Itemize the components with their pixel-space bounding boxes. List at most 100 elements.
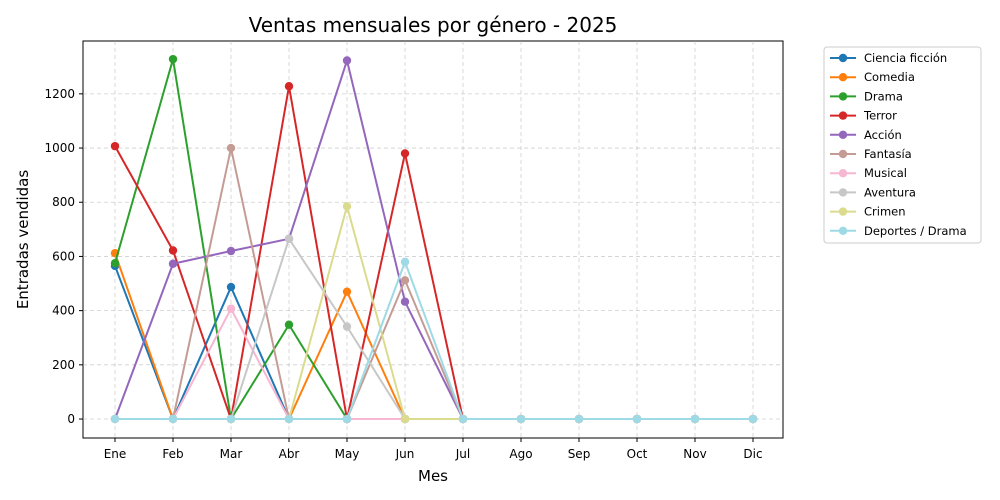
data-point — [342, 287, 352, 296]
legend-marker — [838, 207, 848, 216]
data-point — [168, 414, 178, 424]
legend-label: Deportes / Drama — [864, 224, 967, 238]
legend-label: Musical — [864, 166, 907, 180]
x-tick-label: Nov — [683, 447, 706, 461]
data-point — [284, 234, 294, 244]
legend-label: Drama — [864, 89, 903, 103]
series-9 — [110, 257, 758, 424]
x-tick-label: May — [335, 447, 360, 461]
data-point — [226, 143, 236, 153]
legend-item: Fantasía — [830, 147, 912, 161]
data-point — [458, 414, 468, 424]
x-tick-label: Dic — [743, 447, 762, 461]
data-point — [226, 246, 236, 256]
data-point — [748, 414, 758, 424]
legend-marker — [838, 188, 848, 197]
legend-item: Acción — [830, 128, 902, 142]
legend-marker — [838, 149, 848, 159]
legend-marker — [838, 111, 848, 120]
legend-marker — [838, 73, 848, 82]
x-tick-label: Jul — [455, 447, 470, 461]
series-line — [115, 307, 753, 421]
data-point — [400, 414, 410, 424]
legend-box — [823, 46, 982, 244]
y-tick-label: 600 — [52, 249, 75, 263]
legend-item: Deportes / Drama — [830, 224, 967, 238]
legend-item: Terror — [830, 109, 897, 123]
data-point — [110, 259, 120, 268]
data-point — [690, 414, 700, 424]
legend-item: Musical — [830, 166, 907, 180]
data-point — [284, 320, 294, 329]
legend: Ciencia ficción Comedia Drama Terror Acción F… — [823, 46, 982, 244]
x-tick-label: Ago — [509, 447, 532, 461]
data-point — [342, 322, 352, 331]
y-tick-label: 1000 — [44, 141, 75, 155]
chart-title: Ventas mensuales por género - 2025 — [249, 13, 618, 37]
legend-marker — [838, 169, 848, 178]
x-axis-title: Mes — [418, 467, 448, 485]
legend-item: Comedia — [830, 70, 915, 84]
data-point — [168, 246, 178, 255]
y-tick-label: 400 — [52, 304, 75, 318]
y-tick-label: 1200 — [44, 87, 75, 101]
x-tick-label: Ene — [104, 447, 127, 461]
legend-marker — [838, 226, 848, 235]
legend-item: Drama — [830, 89, 903, 103]
legend-marker — [838, 92, 848, 101]
y-axis-title: Entradas vendidas — [14, 170, 32, 310]
axis-ticks: Ene Feb Mar Abr May Jun Jul Ago Sep Oct Nov Dic 0 200… — [44, 87, 762, 461]
data-point — [400, 297, 410, 306]
data-point — [284, 414, 294, 424]
series-line — [114, 85, 753, 421]
data-point — [226, 282, 236, 292]
series-line — [115, 237, 753, 421]
data-point — [110, 141, 120, 151]
legend-label: Ciencia ficción — [864, 51, 947, 65]
series-line — [114, 252, 753, 421]
data-point — [632, 414, 642, 424]
legend-label: Comedia — [864, 70, 915, 84]
y-tick-label: 0 — [67, 412, 75, 426]
x-tick-label: Feb — [162, 447, 183, 461]
data-point — [342, 202, 352, 211]
series-layer — [110, 54, 758, 424]
data-point — [400, 257, 410, 267]
legend-item: Aventura — [830, 185, 916, 199]
legend-label: Aventura — [864, 185, 916, 199]
legend-label: Terror — [863, 109, 897, 123]
x-tick-label: Mar — [220, 447, 243, 461]
data-point — [574, 414, 584, 424]
data-point — [284, 82, 294, 91]
y-tick-label: 800 — [52, 195, 75, 209]
legend-marker — [838, 53, 848, 63]
legend-label: Fantasía — [864, 147, 912, 161]
data-point — [400, 276, 410, 285]
legend-item: Ciencia ficción — [830, 51, 947, 65]
series-8 — [110, 202, 758, 424]
data-point — [400, 149, 410, 158]
data-point — [342, 56, 352, 65]
y-tick-label: 200 — [52, 358, 75, 372]
data-point — [168, 259, 178, 268]
x-tick-label: Abr — [279, 447, 300, 461]
legend-label: Acción — [864, 128, 902, 142]
data-point — [342, 414, 352, 424]
x-tick-label: Oct — [627, 447, 648, 461]
series-6 — [110, 304, 758, 424]
grid — [83, 41, 783, 438]
plot-area — [82, 40, 784, 439]
x-tick-label: Jun — [395, 447, 415, 461]
legend-label: Crimen — [864, 205, 906, 219]
x-tick-label: Sep — [568, 447, 591, 461]
data-point — [226, 304, 236, 313]
series-7 — [110, 234, 758, 424]
series-2 — [110, 54, 758, 424]
legend-marker — [838, 130, 848, 139]
data-point — [110, 414, 120, 424]
series-line — [115, 260, 753, 421]
series-4 — [110, 56, 758, 424]
data-point — [226, 414, 236, 424]
